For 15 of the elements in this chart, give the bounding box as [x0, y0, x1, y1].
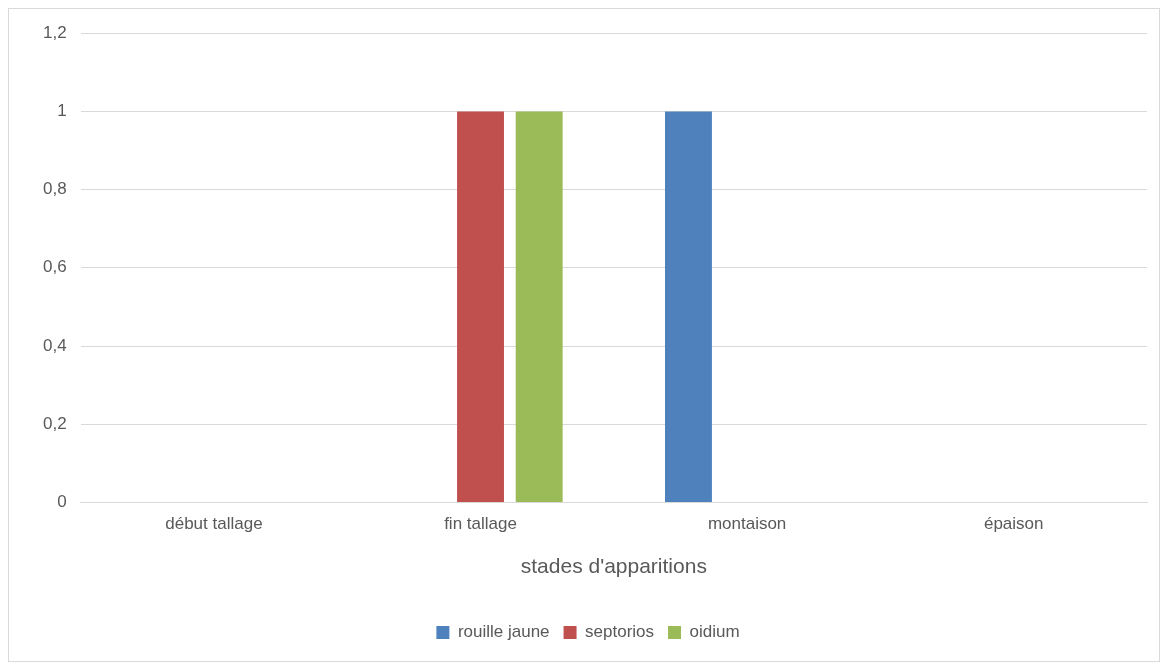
x-tick-label: épaison — [983, 514, 1044, 534]
x-axis-title: stades d'apparitions — [520, 554, 707, 578]
x-tick-label: début tallage — [165, 514, 263, 534]
y-tick-label: 0,4 — [42, 335, 67, 355]
y-tick-label: 1 — [57, 101, 67, 121]
y-tick-label: 0,2 — [42, 413, 67, 433]
y-tick-label: 1,2 — [42, 22, 67, 42]
legend-label: rouille jaune — [457, 622, 550, 642]
legend-label: oidium — [689, 622, 740, 642]
y-tick-label: 0,8 — [42, 179, 67, 199]
y-tick-label: 0,6 — [42, 257, 67, 277]
x-tick-label: fin tallage — [444, 514, 517, 534]
legend-label: septorios — [585, 622, 655, 642]
y-tick-label: 0 — [57, 492, 67, 512]
x-tick-label: montaison — [707, 514, 787, 534]
